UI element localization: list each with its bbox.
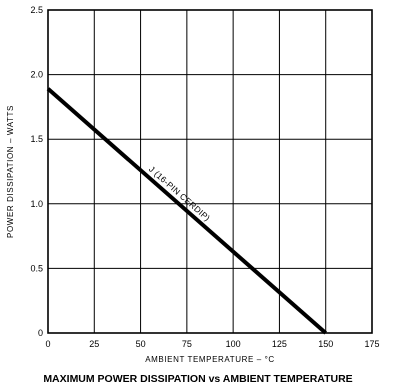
x-tick-label-75: 75 [182,339,192,349]
x-axis-label: AMBIENT TEMPERATURE – °C [145,355,275,364]
y-axis-label: POWER DISSIPATION – WATTS [6,105,15,238]
y-tick-label-0.5: 0.5 [30,263,43,273]
x-tick-label-125: 125 [272,339,287,349]
plot-frame [47,9,373,334]
y-tick-label-0: 0 [38,328,43,338]
y-tick-label-1.5: 1.5 [30,134,43,144]
x-tick-label-100: 100 [226,339,241,349]
series-label-j-16-pin-cerdip: J (16-PIN CERDIP) [147,164,212,223]
x-tick-label-150: 150 [318,339,333,349]
x-tick-labels: 0 25 50 75 100 125 150 175 [45,339,379,349]
y-tick-labels: 0 0.5 1.0 1.5 2.0 2.5 [30,5,43,338]
grid-lines [48,10,372,333]
chart-title: MAXIMUM POWER DISSIPATION vs AMBIENT TEM… [43,373,352,385]
series-line-0 [46,87,328,335]
series-lines [46,87,328,335]
x-tick-label-25: 25 [89,339,99,349]
x-tick-label-50: 50 [136,339,146,349]
x-tick-label-175: 175 [364,339,379,349]
y-tick-label-1: 1.0 [30,199,43,209]
y-tick-label-2: 2.0 [30,70,43,80]
x-tick-label-0: 0 [45,339,50,349]
y-tick-label-2.5: 2.5 [30,5,43,15]
